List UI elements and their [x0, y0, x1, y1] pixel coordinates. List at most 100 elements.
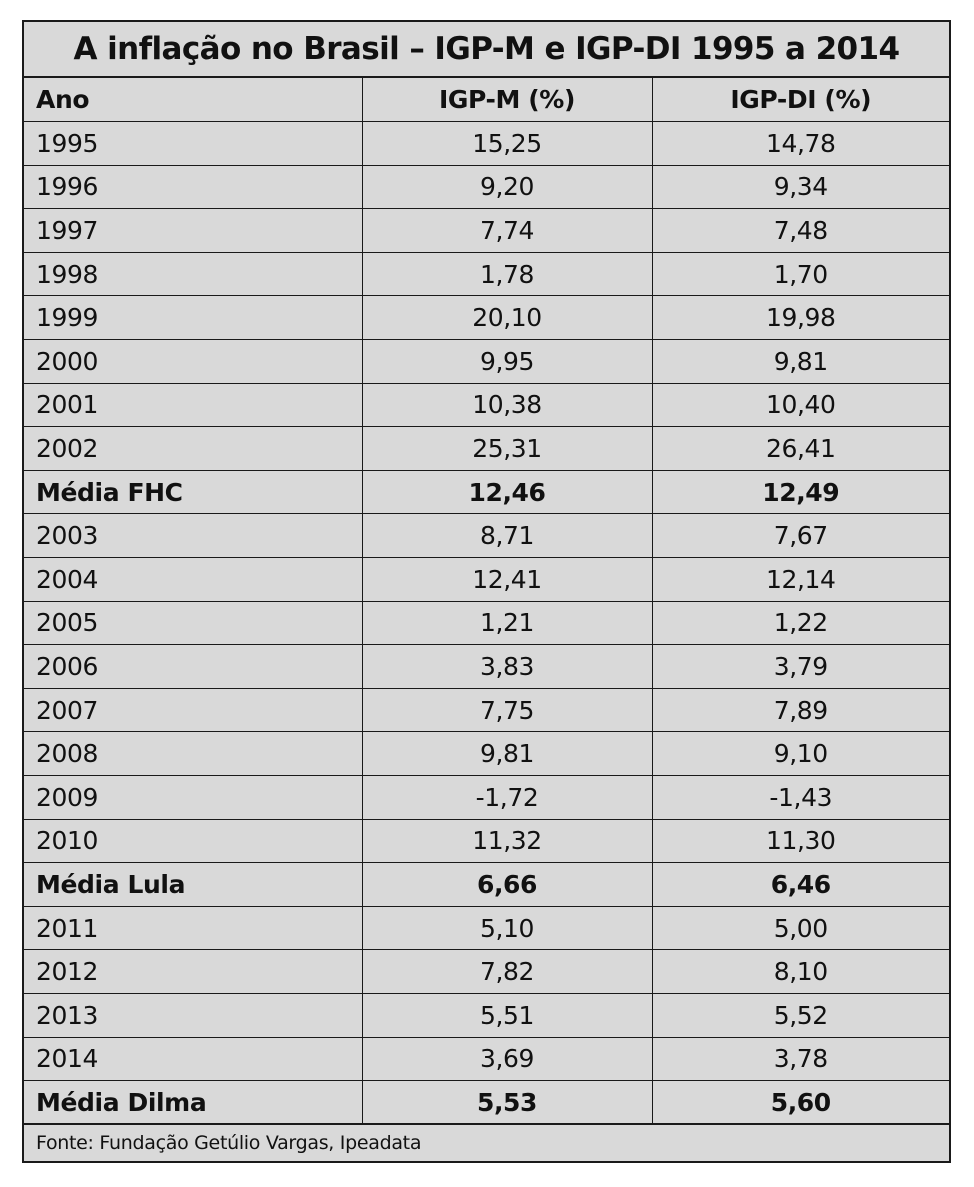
- year-cell: 1998: [24, 252, 362, 297]
- igpdi-cell: 9,10: [651, 731, 949, 776]
- igpdi-cell: 11,30: [651, 819, 949, 864]
- igpm-cell: 9,81: [361, 731, 652, 776]
- igpm-cell: 15,25: [361, 121, 652, 166]
- average-row: Média Dilma 5,53 5,60: [24, 1080, 949, 1126]
- table-row: 2001 10,38 10,40: [24, 383, 949, 428]
- year-cell: Média Dilma: [24, 1080, 362, 1126]
- table-row: 2014 3,69 3,78: [24, 1037, 949, 1082]
- header-igpdi: IGP-DI (%): [651, 78, 949, 123]
- igpdi-cell: 12,14: [651, 557, 949, 602]
- inflation-table: Ano IGP-M (%) IGP-DI (%) 1995 15,25 14,78 1…: [24, 78, 949, 1126]
- table-row: 1998 1,78 1,70: [24, 252, 949, 297]
- year-cell: Média FHC: [24, 470, 362, 515]
- igpm-cell: 5,53: [361, 1080, 652, 1126]
- igpm-cell: 7,74: [361, 208, 652, 253]
- year-cell: 2009: [24, 775, 362, 820]
- table-row: 1999 20,10 19,98: [24, 295, 949, 341]
- table-row: 2004 12,41 12,14: [24, 557, 949, 602]
- header-row: Ano IGP-M (%) IGP-DI (%): [24, 78, 949, 123]
- igpdi-cell: 9,81: [651, 339, 949, 384]
- igpdi-cell: 1,22: [651, 601, 949, 646]
- igpdi-cell: 7,89: [651, 688, 949, 733]
- igpdi-cell: 3,78: [651, 1037, 949, 1082]
- igpm-cell: 3,83: [361, 644, 652, 689]
- year-cell: 2011: [24, 906, 362, 951]
- igpdi-cell: 14,78: [651, 121, 949, 166]
- year-cell: 2003: [24, 513, 362, 559]
- igpm-cell: 12,46: [361, 470, 652, 515]
- igpm-cell: 11,32: [361, 819, 652, 864]
- igpm-cell: 1,78: [361, 252, 652, 297]
- igpm-cell: 20,10: [361, 295, 652, 341]
- table-row: 2012 7,82 8,10: [24, 949, 949, 994]
- table-row: 1997 7,74 7,48: [24, 208, 949, 253]
- igpdi-cell: 7,67: [651, 513, 949, 559]
- header-igpm: IGP-M (%): [361, 78, 652, 123]
- year-cell: 2005: [24, 601, 362, 646]
- igpdi-cell: 19,98: [651, 295, 949, 341]
- table-row: 2005 1,21 1,22: [24, 601, 949, 646]
- year-cell: 2013: [24, 993, 362, 1038]
- table-body: 1995 15,25 14,78 1996 9,20 9,34 1997 7,74 7,48 19…: [24, 121, 949, 1126]
- year-cell: 2004: [24, 557, 362, 602]
- table-row: 2009 -1,72 -1,43: [24, 775, 949, 820]
- igpdi-cell: 6,46: [651, 862, 949, 907]
- igpm-cell: 10,38: [361, 383, 652, 428]
- table-row: 2007 7,75 7,89: [24, 688, 949, 733]
- year-cell: 2008: [24, 731, 362, 776]
- inflation-table-frame: A inflação no Brasil – IGP-M e IGP-DI 19…: [22, 20, 951, 1164]
- year-cell: 1997: [24, 208, 362, 253]
- year-cell: 1999: [24, 295, 362, 341]
- year-cell: 2012: [24, 949, 362, 994]
- igpm-cell: 5,10: [361, 906, 652, 951]
- igpdi-cell: 9,34: [651, 165, 949, 210]
- igpm-cell: 6,66: [361, 862, 652, 907]
- table-row: 2006 3,83 3,79: [24, 644, 949, 689]
- igpdi-cell: 10,40: [651, 383, 949, 428]
- year-cell: 2007: [24, 688, 362, 733]
- igpm-cell: 7,82: [361, 949, 652, 994]
- igpdi-cell: 5,52: [651, 993, 949, 1038]
- igpm-cell: 3,69: [361, 1037, 652, 1082]
- igpm-cell: 7,75: [361, 688, 652, 733]
- igpm-cell: 9,95: [361, 339, 652, 384]
- igpm-cell: -1,72: [361, 775, 652, 820]
- year-cell: 2014: [24, 1037, 362, 1082]
- igpdi-cell: 5,00: [651, 906, 949, 951]
- table-row: 2000 9,95 9,81: [24, 339, 949, 384]
- table-row: 2011 5,10 5,00: [24, 906, 949, 951]
- igpdi-cell: 1,70: [651, 252, 949, 297]
- average-row: Média Lula 6,66 6,46: [24, 862, 949, 907]
- table-row: 2008 9,81 9,10: [24, 731, 949, 776]
- igpdi-cell: 3,79: [651, 644, 949, 689]
- year-cell: 1996: [24, 165, 362, 210]
- year-cell: 2000: [24, 339, 362, 384]
- source-note: Fonte: Fundação Getúlio Vargas, Ipeadata: [36, 1132, 422, 1155]
- igpdi-cell: -1,43: [651, 775, 949, 820]
- year-cell: Média Lula: [24, 862, 362, 907]
- year-cell: 1995: [24, 121, 362, 166]
- igpdi-cell: 7,48: [651, 208, 949, 253]
- table-row: 2010 11,32 11,30: [24, 819, 949, 864]
- average-row: Média FHC 12,46 12,49: [24, 470, 949, 515]
- igpm-cell: 9,20: [361, 165, 652, 210]
- year-cell: 2001: [24, 383, 362, 428]
- igpm-cell: 25,31: [361, 426, 652, 471]
- table-row: 1995 15,25 14,78: [24, 121, 949, 166]
- table-title: A inflação no Brasil – IGP-M e IGP-DI 19…: [24, 22, 949, 78]
- header-year: Ano: [24, 78, 362, 123]
- table-row: 2013 5,51 5,52: [24, 993, 949, 1038]
- igpm-cell: 1,21: [361, 601, 652, 646]
- igpm-cell: 12,41: [361, 557, 652, 602]
- igpdi-cell: 8,10: [651, 949, 949, 994]
- table-row: 1996 9,20 9,34: [24, 165, 949, 210]
- igpdi-cell: 12,49: [651, 470, 949, 515]
- igpm-cell: 5,51: [361, 993, 652, 1038]
- igpm-cell: 8,71: [361, 513, 652, 559]
- table-row: 2003 8,71 7,67: [24, 513, 949, 559]
- year-cell: 2010: [24, 819, 362, 864]
- year-cell: 2006: [24, 644, 362, 689]
- igpdi-cell: 26,41: [651, 426, 949, 471]
- igpdi-cell: 5,60: [651, 1080, 949, 1126]
- year-cell: 2002: [24, 426, 362, 471]
